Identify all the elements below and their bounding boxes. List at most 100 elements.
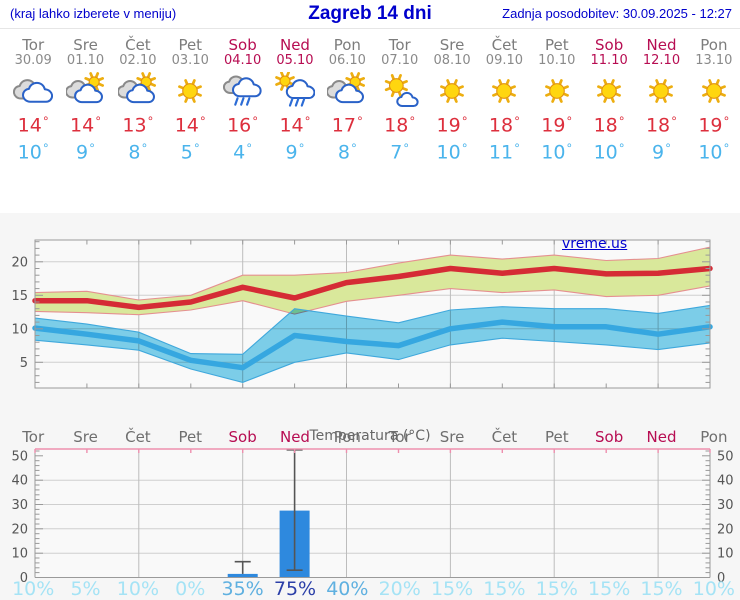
- day-date: 03.10: [171, 53, 209, 69]
- svg-text:20: 20: [11, 255, 28, 270]
- day-name: Tor: [388, 36, 411, 54]
- low-temperature: 9°: [285, 141, 305, 164]
- sun-icon: [635, 72, 687, 112]
- sun-cloud-icon: [59, 72, 111, 112]
- day-name: Ned: [646, 36, 677, 54]
- low-temperature: 10°: [593, 141, 625, 164]
- day-column[interactable]: Ned 05.10 14° 9°: [269, 29, 321, 165]
- sun-cloud-icon: [112, 72, 164, 112]
- precip-probability: 15%: [588, 578, 631, 600]
- day-date: 30.09: [14, 53, 52, 69]
- high-temperature: 16°: [227, 114, 259, 137]
- day-name: Pon: [333, 36, 361, 54]
- precip-day-label: Sre: [439, 428, 465, 446]
- svg-text:50: 50: [11, 449, 28, 464]
- day-name: Pon: [700, 36, 728, 54]
- day-column[interactable]: Sob 04.10 16° 4°: [216, 29, 268, 165]
- sun-icon: [583, 72, 635, 112]
- precip-probability: 40%: [326, 578, 369, 600]
- day-column[interactable]: Pet 03.10 14° 5°: [164, 29, 216, 165]
- day-column[interactable]: Sre 01.10 14° 9°: [59, 29, 111, 165]
- day-column[interactable]: Pet 10.10 19° 10°: [531, 29, 583, 165]
- low-temperature: 5°: [180, 141, 200, 164]
- high-temperature: 18°: [593, 114, 625, 137]
- day-name: Sob: [228, 36, 257, 54]
- precipitation-chart: 0 0 10 10 20 20 30 30 40 40 50 50: [11, 448, 734, 586]
- last-update-label: Zadnja posodobitev: 30.09.2025 - 12:27: [502, 6, 732, 21]
- day-column[interactable]: Pon 13.10 19° 10°: [688, 29, 740, 165]
- day-column[interactable]: Čet 09.10 18° 11°: [478, 29, 530, 165]
- precip-probability: 5%: [70, 578, 101, 600]
- temperature-chart: 5 10 15 20: [11, 239, 713, 389]
- day-name: Sre: [73, 36, 98, 54]
- precip-day-label: Pet: [544, 428, 569, 446]
- day-column[interactable]: Sre 08.10 19° 10°: [426, 29, 478, 165]
- precip-probability: 15%: [483, 578, 526, 600]
- precip-probability: 0%: [175, 578, 206, 600]
- day-column[interactable]: Ned 12.10 18° 9°: [635, 29, 687, 165]
- day-column[interactable]: Pon 06.10 17° 8°: [321, 29, 373, 165]
- precip-probability: 20%: [378, 578, 421, 600]
- day-column[interactable]: Tor 30.09 14° 10°: [7, 29, 59, 165]
- day-column[interactable]: Tor 07.10 18° 7°: [374, 29, 426, 165]
- precip-probability: 15%: [535, 578, 578, 600]
- low-temperature: 10°: [698, 141, 730, 164]
- svg-text:0: 0: [20, 571, 28, 586]
- precip-day-label: Sob: [595, 428, 624, 446]
- day-name: Čet: [491, 36, 518, 54]
- sun-icon: [688, 72, 740, 112]
- high-temperature: 14°: [17, 114, 49, 137]
- high-temperature: 14°: [70, 114, 102, 137]
- svg-text:30: 30: [11, 498, 28, 513]
- day-name: Pet: [544, 36, 569, 54]
- sun-rain-icon: [269, 71, 321, 112]
- svg-text:30: 30: [717, 498, 734, 513]
- day-date: 12.10: [642, 53, 681, 69]
- day-date: 13.10: [695, 53, 733, 69]
- svg-text:20: 20: [717, 522, 734, 537]
- high-temperature: 19°: [436, 114, 468, 137]
- svg-text:10: 10: [11, 322, 28, 337]
- precip-day-label: Ned: [646, 428, 677, 446]
- day-date: 08.10: [433, 53, 471, 69]
- forecast-days: Tor 30.09 14° 10° Sre 01.10 14° 9° Čet 02.10 13° 8°…: [7, 29, 740, 165]
- day-name: Tor: [22, 36, 45, 54]
- high-temperature: 14°: [279, 114, 311, 137]
- mostly-sun-icon: [374, 72, 426, 112]
- sun-icon: [164, 72, 216, 112]
- high-temperature: 17°: [331, 114, 363, 137]
- precip-day-label: Pet: [178, 428, 203, 446]
- precip-probability: 10%: [116, 578, 160, 600]
- page-title: Zagreb 14 dni: [308, 3, 432, 24]
- rain-icon: [216, 72, 268, 112]
- day-date: 02.10: [119, 53, 157, 69]
- svg-text:5: 5: [20, 356, 28, 371]
- svg-text:10: 10: [11, 547, 28, 562]
- high-temperature: 18°: [384, 114, 416, 137]
- precip-day-label: Čet: [491, 428, 518, 446]
- day-date: 05.10: [276, 53, 314, 69]
- high-temperature: 19°: [698, 114, 730, 137]
- svg-text:40: 40: [11, 474, 28, 489]
- svg-text:50: 50: [717, 449, 734, 464]
- day-date: 07.10: [381, 53, 419, 69]
- day-column[interactable]: Čet 02.10 13° 8°: [112, 29, 164, 165]
- day-name: Čet: [125, 36, 151, 54]
- precip-day-label: Sre: [73, 428, 98, 446]
- day-name: Pet: [178, 36, 203, 54]
- day-date: 04.10: [224, 53, 262, 69]
- temperature-chart-title: Temperatura (°C): [309, 428, 431, 444]
- precip-day-label: Tor: [388, 428, 411, 446]
- menu-hint-note: (kraj lahko izberete v meniju): [10, 6, 177, 21]
- precipitation-day-labels: Tor Sre Čet Pet Sob Ned Pon Tor Sre Čet Pet Sob Ned P…: [7, 428, 740, 446]
- high-temperature: 18°: [488, 114, 520, 137]
- day-date: 09.10: [485, 53, 524, 69]
- precip-day-label: Pon: [333, 428, 361, 446]
- day-name: Sob: [595, 36, 624, 54]
- vreme-us-link[interactable]: vreme.us: [562, 236, 628, 252]
- low-temperature: 9°: [652, 141, 671, 164]
- day-column[interactable]: Sob 11.10 18° 10°: [583, 29, 635, 165]
- precip-day-label: Ned: [279, 428, 310, 446]
- day-date: 06.10: [328, 53, 366, 69]
